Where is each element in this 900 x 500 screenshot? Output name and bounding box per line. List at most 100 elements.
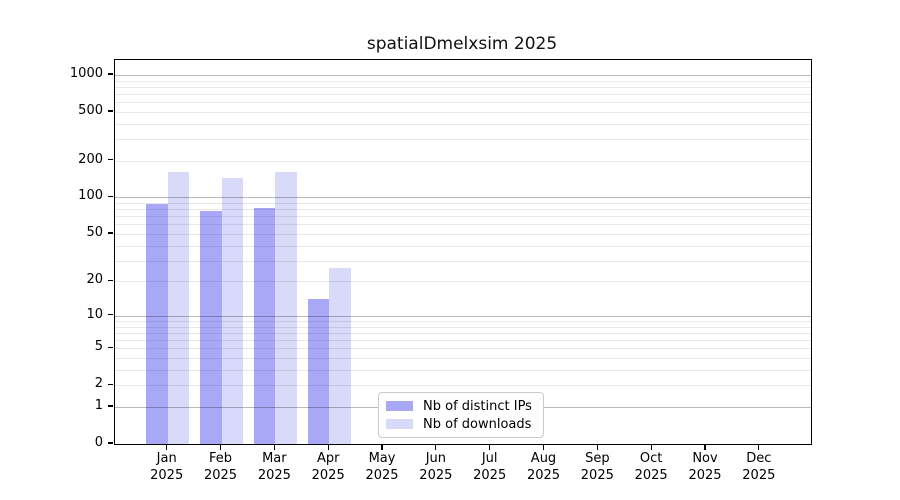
gridline-major [115, 315, 811, 317]
x-tick-month: Apr [316, 451, 340, 466]
x-tick-label-mar: Mar 2025 [246, 451, 302, 484]
gridline-minor [115, 86, 811, 88]
gridline-minor [115, 326, 811, 328]
bar-ips-mar [253, 207, 276, 444]
gridline-minor [115, 340, 811, 342]
x-tick-mark [435, 444, 437, 450]
x-tick-month: Feb [209, 451, 233, 466]
gridline-minor [115, 102, 811, 104]
x-tick-year: 2025 [419, 467, 453, 483]
x-tick-year: 2025 [257, 467, 291, 483]
bar-downloads-feb [221, 177, 244, 444]
x-tick-mark [327, 444, 329, 450]
x-tick-month: Jul [481, 451, 498, 466]
x-tick-label-apr: Apr 2025 [300, 451, 356, 484]
legend-label: Nb of distinct IPs [423, 398, 532, 414]
x-tick-month: Mar [262, 451, 287, 466]
x-tick-month: Nov [692, 451, 718, 466]
x-tick-year: 2025 [365, 467, 399, 483]
y-tick-label: 1000 [69, 65, 103, 81]
bar-downloads-apr [329, 267, 351, 444]
gridline-minor [115, 93, 811, 95]
x-tick-label-oct: Oct 2025 [623, 451, 679, 484]
x-tick-label-jun: Jun 2025 [408, 451, 464, 484]
y-tick-label: 10 [86, 306, 103, 322]
x-tick-year: 2025 [150, 467, 184, 483]
x-tick-month: Sep [585, 451, 610, 466]
y-tick-mark [108, 73, 113, 75]
x-tick-mark [758, 444, 760, 450]
gridline-minor [115, 358, 811, 360]
legend-label: Nb of downloads [423, 416, 532, 432]
x-tick-label-dec: Dec 2025 [731, 451, 787, 484]
x-tick-month: Oct [639, 451, 663, 466]
x-tick-year: 2025 [742, 467, 776, 483]
gridline-minor [115, 80, 811, 82]
x-tick-mark [489, 444, 491, 450]
gridline-major [115, 74, 811, 76]
y-tick-label: 20 [86, 272, 103, 288]
bar-ips-jan [146, 204, 168, 444]
gridline-minor [115, 321, 811, 322]
gridline-minor [115, 209, 811, 211]
x-tick-mark [219, 444, 222, 450]
y-tick-label: 50 [86, 224, 103, 240]
x-tick-label-aug: Aug 2025 [516, 451, 572, 484]
gridline-minor [115, 224, 811, 226]
gridline-major [115, 197, 811, 199]
x-tick-label-may: May 2025 [354, 451, 410, 484]
y-tick-label: 100 [78, 188, 103, 204]
y-tick-mark [108, 346, 113, 348]
gridline-minor [115, 139, 811, 141]
x-tick-mark [704, 444, 706, 450]
y-tick-mark [108, 195, 113, 198]
x-tick-year: 2025 [473, 467, 507, 483]
y-tick-label: 2 [94, 376, 103, 392]
gridline-minor [115, 369, 811, 371]
y-tick-mark [108, 110, 113, 112]
legend-swatch-ips [386, 401, 413, 411]
gridline-minor [115, 260, 811, 262]
y-tick-mark [108, 314, 113, 316]
bar-downloads-jan [167, 171, 190, 444]
plot-area: Nb of distinct IPs Nb of downloads [114, 59, 812, 445]
y-tick-mark [108, 442, 113, 444]
gridline-minor [115, 216, 811, 218]
gridlines [115, 60, 811, 444]
x-tick-year: 2025 [634, 467, 668, 483]
chart-title: spatialDmelxsim 2025 [366, 34, 558, 54]
y-tick-label: 5 [94, 339, 103, 355]
x-tick-month: May [368, 451, 396, 466]
x-tick-year: 2025 [580, 467, 614, 483]
x-tick-mark [596, 444, 598, 450]
x-tick-month: Jun [425, 451, 446, 466]
gridline-minor [115, 123, 811, 125]
y-tick-label: 0 [94, 435, 103, 450]
gridline-minor [115, 332, 811, 334]
x-tick-year: 2025 [688, 467, 722, 483]
x-tick-month: Aug [530, 451, 557, 466]
y-tick-label: 1 [94, 397, 103, 413]
legend-swatch-downloads [386, 419, 413, 429]
x-tick-mark [650, 444, 652, 450]
y-tick-mark [108, 279, 113, 281]
x-tick-year: 2025 [203, 467, 238, 483]
bars-layer [115, 60, 811, 444]
x-tick-year: 2025 [311, 467, 345, 483]
x-tick-label-jul: Jul 2025 [462, 451, 518, 484]
y-tick-mark [108, 159, 113, 161]
x-tick-year: 2025 [526, 467, 561, 483]
gridline-minor [115, 281, 811, 283]
y-tick-mark [108, 383, 113, 385]
x-tick-mark [381, 444, 383, 450]
bar-downloads-mar [275, 171, 297, 444]
x-tick-label-sep: Sep 2025 [569, 451, 625, 484]
legend: Nb of distinct IPs Nb of downloads [378, 392, 544, 438]
legend-row: Nb of downloads [386, 416, 534, 432]
bar-ips-apr [307, 299, 330, 444]
gridline-minor [115, 385, 811, 387]
y-tick-mark [108, 232, 113, 234]
y-tick-label: 500 [78, 102, 103, 118]
gridline-minor [115, 111, 811, 113]
